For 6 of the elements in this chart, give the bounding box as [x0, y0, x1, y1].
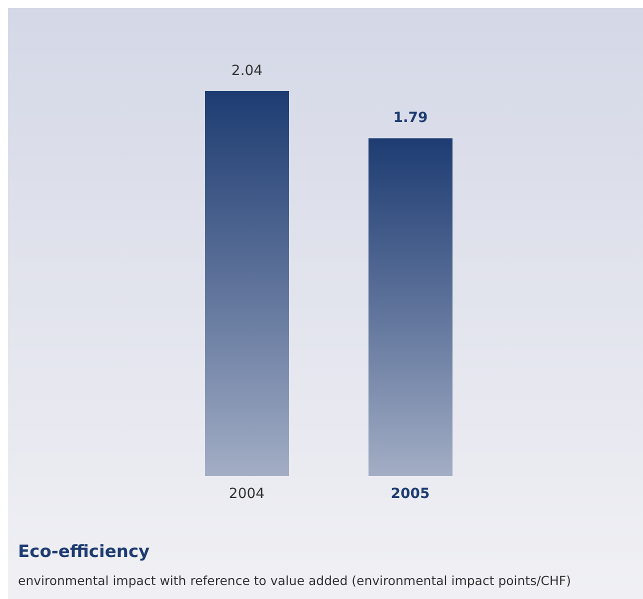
- text: Eco-efficiency: [18, 542, 150, 562]
- x-tick-label: 2004: [228, 486, 265, 502]
- data-label: 1.79: [393, 110, 428, 126]
- x-tick-label: 2005: [390, 486, 430, 502]
- data-label: 2.04: [231, 63, 263, 80]
- text: environmental impact with reference to value added (environmental impact points/CHF): [18, 573, 572, 588]
